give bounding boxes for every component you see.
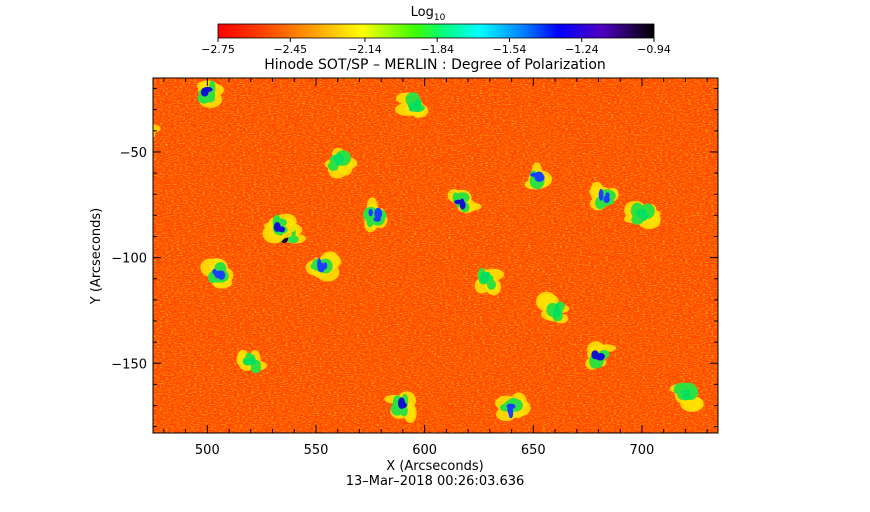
colorbar-tick-label: −2.75 [201,43,235,56]
polarization-patch [324,147,358,179]
y-axis-label: Y (Arcseconds) [89,208,104,305]
colorbar-tick-label: −1.24 [565,43,599,56]
polarization-patch [200,257,234,289]
polarization-patch [384,391,417,423]
timestamp: 13–Mar–2018 00:26:03.636 [346,474,525,489]
polarization-patch [669,382,704,412]
colorbar-tick-label: −0.94 [637,43,671,56]
polarization-patch [623,200,661,230]
polarization-patch [395,92,429,118]
polarization-patch [262,213,297,244]
x-axis: 500 550 600 650 700 [163,78,708,458]
polarization-patch [589,181,619,211]
x-tick-label: 550 [304,443,329,458]
colorbar-tick-label: −1.54 [493,43,527,56]
polarization-patch [524,162,553,190]
chart-title: Hinode SOT/SP – MERLIN : Degree of Polar… [264,57,606,73]
polarization-patch [447,188,482,214]
polarization-patch [305,251,342,282]
polarization-patch [236,349,267,374]
x-tick-label: 650 [521,443,546,458]
colorbar-label: Log10 [411,5,446,23]
colorbar-tick-label: −2.45 [273,43,307,56]
plot-frame [152,77,719,434]
colorbar-tick-label: −1.84 [420,43,454,56]
y-axis: −50 −100 −150 [111,88,718,428]
y-tick-label: −100 [111,252,147,267]
polarization-patch [474,267,505,296]
x-axis-label: X (Arcseconds) [386,459,483,474]
polarization-patch [196,80,225,108]
colorbar-ticks: −2.75 −2.45 −2.14 −1.84 −1.54 −1.24 −0.94 [201,38,671,56]
colorbar [217,23,655,39]
x-tick-label: 700 [630,443,655,458]
polarization-patch [585,341,617,370]
polarization-patch [495,392,531,422]
x-tick-label: 600 [412,443,437,458]
colorbar-tick-label: −2.14 [348,43,382,56]
heatmap-image [153,78,718,433]
polarization-patch [536,291,570,324]
y-tick-label: −150 [111,357,147,372]
polarization-patch [363,197,388,233]
y-tick-label: −50 [120,146,147,161]
x-tick-label: 500 [195,443,220,458]
